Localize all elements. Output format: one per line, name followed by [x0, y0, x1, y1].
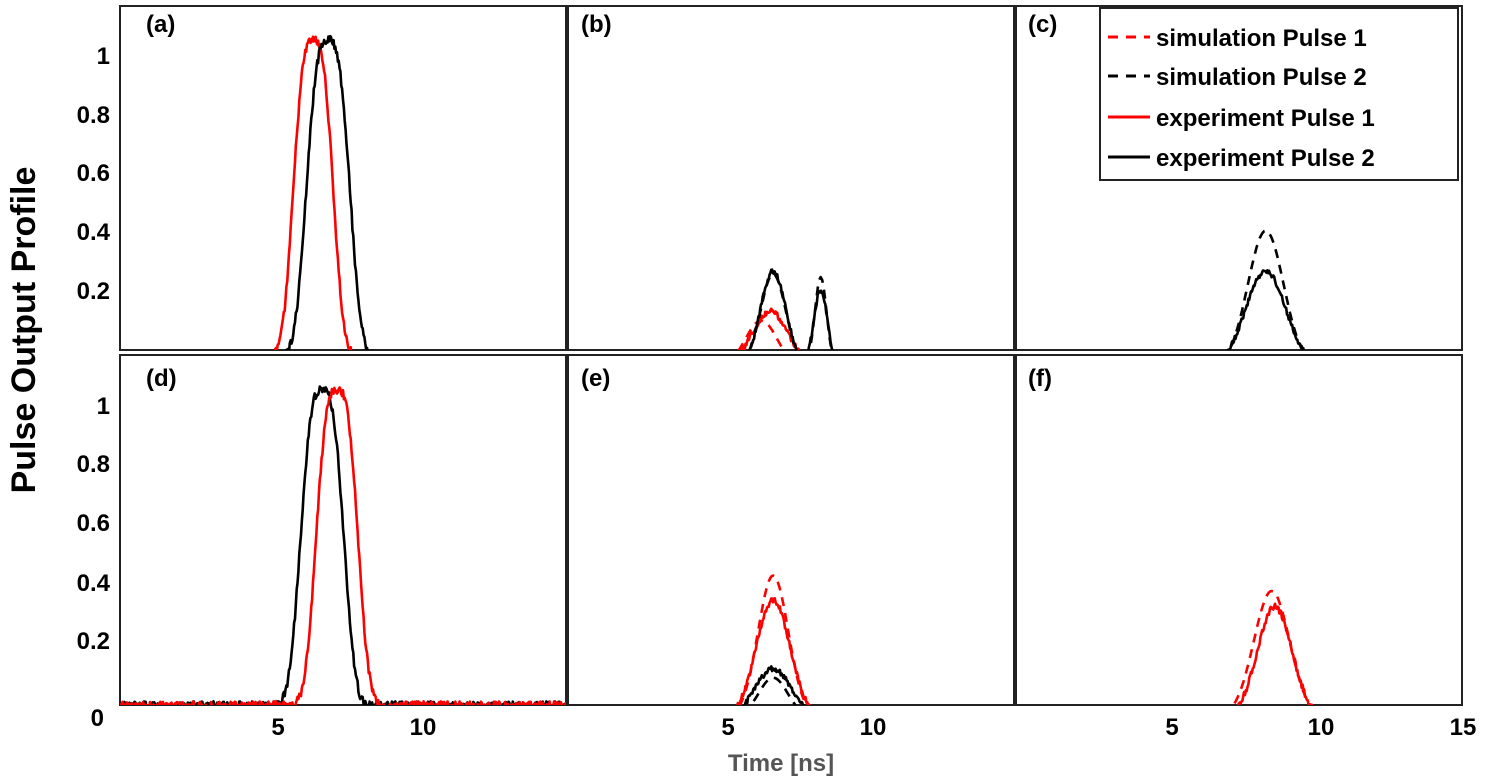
x-tick-label: 10: [860, 714, 887, 741]
x-axis-label: Time [ns]: [728, 750, 834, 777]
y-tick-label: 0.6: [77, 160, 110, 187]
panel-curves: [737, 268, 835, 350]
panel-curves: [273, 34, 374, 350]
x-tick-label: 10: [410, 714, 437, 741]
panel-a: (a): [119, 5, 567, 351]
panel-label: (a): [146, 11, 175, 38]
panel-curves: [120, 385, 566, 705]
y-tick-label: 0.6: [77, 510, 110, 537]
legend-entry-label: simulation Pulse 2: [1156, 64, 1367, 91]
x-tick-label: 15: [1450, 714, 1477, 741]
y-tick-label: 0.2: [77, 278, 110, 305]
x-tick-label: 10: [1308, 714, 1335, 741]
panel-frame: [567, 354, 1015, 706]
x-tick-label: 5: [721, 714, 734, 741]
series-line-experiment-pulse-1: [740, 307, 801, 350]
y-axis-label: Pulse Output Profile: [5, 167, 43, 494]
legend: simulation Pulse 1 simulation Pulse 2 ex…: [1099, 7, 1459, 181]
panel-label: (f): [1028, 365, 1052, 392]
panel-d: (d): [119, 354, 567, 706]
x-tick-label: 5: [1165, 714, 1178, 741]
series-line-experiment-pulse-1: [273, 35, 353, 350]
y-tick-label: 0.8: [77, 102, 110, 129]
x-tick-label: 5: [271, 714, 284, 741]
panel-label: (e): [581, 365, 610, 392]
panel-frame: [1015, 354, 1463, 706]
series-line-experiment-pulse-1: [736, 596, 812, 705]
panel-curves: [1232, 589, 1314, 705]
panel-curves: [1226, 229, 1306, 350]
series-line-simulation-pulse-2: [1227, 229, 1304, 350]
legend-entry-label: experiment Pulse 2: [1156, 145, 1375, 172]
panel-c: (c): [1015, 5, 1463, 351]
panel-label: (d): [146, 365, 177, 392]
series-line-experiment-pulse-1: [1236, 602, 1314, 705]
y-tick-label: 0.2: [77, 628, 110, 655]
y-tick-label: 0.8: [77, 451, 110, 478]
panel-curves: [736, 574, 812, 705]
panel-b: (b): [567, 5, 1015, 351]
series-line-experiment-pulse-2: [281, 34, 374, 350]
legend-entry-label: simulation Pulse 1: [1156, 25, 1367, 52]
panel-frame: [119, 354, 567, 706]
legend-box: [1099, 7, 1459, 181]
panel-frame: [119, 5, 567, 351]
series-line-experiment-pulse-2: [748, 268, 835, 350]
y-tick-label: 1: [97, 43, 110, 70]
panel-frame: [1015, 5, 1463, 351]
legend-entry-label: experiment Pulse 1: [1156, 105, 1375, 132]
y-tick-label: 0: [91, 705, 104, 732]
series-line-experiment-pulse-1: [120, 386, 566, 705]
y-tick-label: 1: [97, 393, 110, 420]
y-tick-label: 0.4: [77, 570, 111, 597]
series-line-experiment-pulse-2: [1226, 269, 1306, 350]
panel-label: (b): [581, 11, 612, 38]
series-line-experiment-pulse-2: [742, 665, 806, 705]
panel-f: (f): [1015, 354, 1463, 706]
series-line-simulation-pulse-2: [749, 676, 797, 705]
panel-label: (c): [1028, 11, 1057, 38]
series-line-simulation-pulse-1: [1232, 589, 1312, 705]
panel-frame: [567, 5, 1015, 351]
series-line-simulation-pulse-2: [748, 272, 833, 350]
panel-e: (e): [567, 354, 1015, 706]
series-line-experiment-pulse-2: [120, 385, 566, 705]
y-tick-label: 0.4: [77, 219, 111, 246]
